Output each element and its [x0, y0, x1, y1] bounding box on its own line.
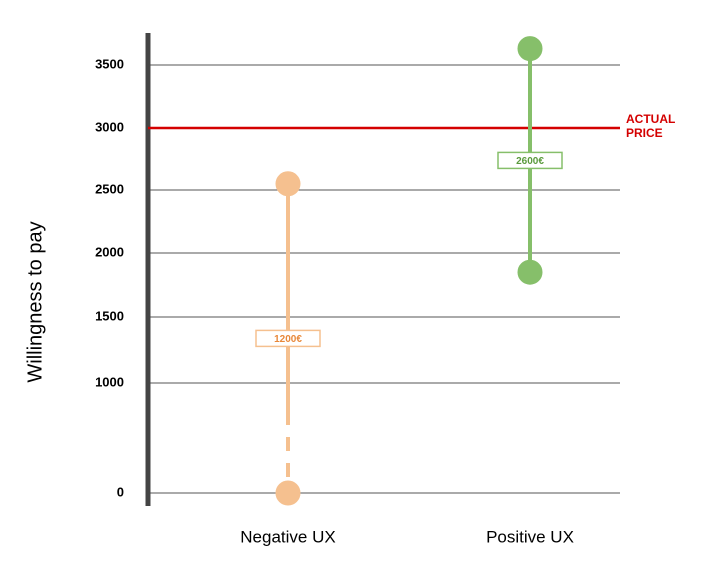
y-tick-label: 3500 — [95, 56, 124, 71]
range-label: 1200€ — [274, 334, 302, 345]
y-tick-label: 3000 — [95, 119, 124, 134]
range-high — [517, 36, 543, 62]
reference-label: ACTUAL PRICE — [626, 112, 676, 140]
y-tick-label: 1500 — [95, 308, 124, 323]
range-label: 2600€ — [516, 156, 544, 167]
range-low — [275, 480, 301, 506]
x-tick-label: Positive UX — [486, 527, 574, 546]
x-tick-label: Negative UX — [240, 527, 335, 546]
range-high — [275, 171, 301, 197]
y-axis-label: Willingness to pay — [24, 221, 46, 382]
y-tick-label: 1000 — [95, 374, 124, 389]
range-label-box — [255, 329, 321, 348]
range-label-box — [497, 151, 563, 170]
reference-label-box: ACTUAL PRICE — [626, 112, 676, 140]
y-tick-label: 2000 — [95, 244, 124, 259]
y-tick-label: 2500 — [95, 181, 124, 196]
range-low — [517, 259, 543, 285]
y-tick-label: 0 — [117, 484, 124, 499]
